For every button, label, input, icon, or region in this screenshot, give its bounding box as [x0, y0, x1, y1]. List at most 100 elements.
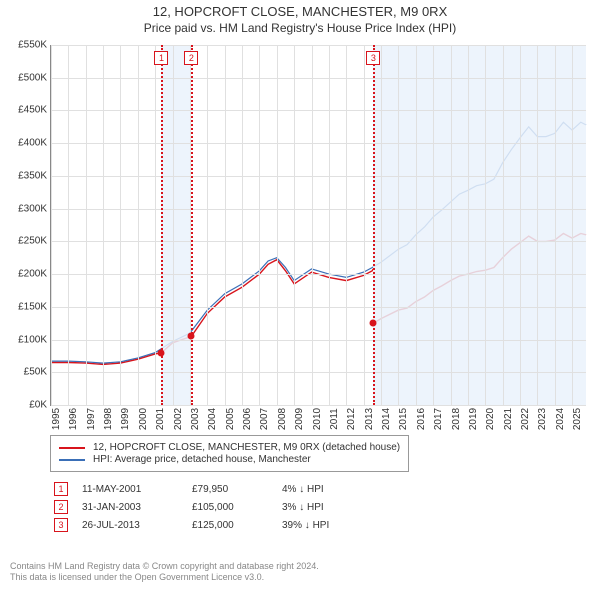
- x-axis-tick-label: 2022: [520, 408, 531, 430]
- transaction-table: 111-MAY-2001£79,9504% ↓ HPI231-JAN-2003£…: [50, 480, 585, 534]
- y-axis-tick-label: £350K: [18, 170, 51, 181]
- legend-swatch: [59, 447, 85, 449]
- transaction-point: [158, 349, 165, 356]
- gridline-vertical: [173, 45, 174, 405]
- x-axis-tick-label: 2017: [433, 408, 444, 430]
- transaction-point: [370, 320, 377, 327]
- gridline-horizontal: [51, 45, 586, 46]
- x-axis-tick-label: 2005: [225, 408, 236, 430]
- legend-swatch: [59, 459, 85, 461]
- x-axis-tick-label: 1997: [86, 408, 97, 430]
- x-axis-tick-label: 2008: [277, 408, 288, 430]
- y-axis-tick-label: £150K: [18, 301, 51, 312]
- gridline-vertical: [503, 45, 504, 405]
- plot-area: £0K£50K£100K£150K£200K£250K£300K£350K£40…: [50, 45, 586, 406]
- gridline-horizontal: [51, 307, 586, 308]
- y-axis-tick-label: £550K: [18, 40, 51, 51]
- x-axis-tick-label: 2007: [259, 408, 270, 430]
- gridline-horizontal: [51, 110, 586, 111]
- x-axis-tick-label: 2001: [155, 408, 166, 430]
- gridline-vertical: [277, 45, 278, 405]
- x-axis-tick-label: 2013: [364, 408, 375, 430]
- transaction-badge: 3: [54, 518, 68, 532]
- gridline-vertical: [468, 45, 469, 405]
- x-axis-tick-label: 2024: [555, 408, 566, 430]
- gridline-vertical: [68, 45, 69, 405]
- y-axis-tick-label: £50K: [24, 367, 51, 378]
- gridline-horizontal: [51, 241, 586, 242]
- gridline-vertical: [312, 45, 313, 405]
- gridline-vertical: [520, 45, 521, 405]
- gridline-vertical: [86, 45, 87, 405]
- gridline-horizontal: [51, 143, 586, 144]
- x-axis-tick-label: 2023: [537, 408, 548, 430]
- gridline-horizontal: [51, 176, 586, 177]
- transaction-hpi-delta: 3% ↓ HPI: [282, 502, 382, 513]
- gridline-vertical: [207, 45, 208, 405]
- transaction-price: £105,000: [192, 502, 282, 513]
- gridline-vertical: [398, 45, 399, 405]
- x-axis-tick-label: 2004: [207, 408, 218, 430]
- gridline-vertical: [329, 45, 330, 405]
- x-axis-tick-label: 2002: [173, 408, 184, 430]
- gridline-vertical: [537, 45, 538, 405]
- x-axis-tick-label: 2021: [503, 408, 514, 430]
- transaction-row: 111-MAY-2001£79,9504% ↓ HPI: [50, 480, 585, 498]
- x-axis-tick-label: 2011: [329, 408, 340, 430]
- x-axis-tick-label: 2006: [242, 408, 253, 430]
- chart-subtitle: Price paid vs. HM Land Registry's House …: [0, 21, 600, 35]
- transaction-row: 3 26-JUL-2013£125,00039% ↓ HPI: [50, 516, 585, 534]
- x-axis-tick-label: 2015: [398, 408, 409, 430]
- x-axis-tick-label: 1999: [120, 408, 131, 430]
- x-axis-tick-label: 2016: [416, 408, 427, 430]
- x-axis-tick-label: 2019: [468, 408, 479, 430]
- transaction-date: 31-JAN-2003: [82, 502, 192, 513]
- gridline-horizontal: [51, 209, 586, 210]
- gridline-horizontal: [51, 274, 586, 275]
- x-axis-tick-label: 2000: [138, 408, 149, 430]
- transaction-badge: 1: [54, 482, 68, 496]
- transaction-marker-line: [373, 45, 375, 405]
- transaction-hpi-delta: 39% ↓ HPI: [282, 520, 382, 531]
- gridline-vertical: [346, 45, 347, 405]
- footer-line-2: This data is licensed under the Open Gov…: [10, 572, 590, 584]
- legend-box: 12, HOPCROFT CLOSE, MANCHESTER, M9 0RX (…: [50, 435, 409, 472]
- gridline-vertical: [416, 45, 417, 405]
- gridline-vertical: [294, 45, 295, 405]
- legend-label: 12, HOPCROFT CLOSE, MANCHESTER, M9 0RX (…: [93, 442, 400, 453]
- transaction-marker-badge: 3: [366, 51, 380, 65]
- x-axis-tick-label: 2010: [312, 408, 323, 430]
- y-axis-tick-label: £200K: [18, 269, 51, 280]
- gridline-vertical: [120, 45, 121, 405]
- x-axis-tick-label: 1996: [68, 408, 79, 430]
- x-axis-tick-label: 2009: [294, 408, 305, 430]
- gridline-vertical: [259, 45, 260, 405]
- gridline-horizontal: [51, 405, 586, 406]
- transaction-price: £125,000: [192, 520, 282, 531]
- legend-row: 12, HOPCROFT CLOSE, MANCHESTER, M9 0RX (…: [59, 442, 400, 453]
- gridline-vertical: [485, 45, 486, 405]
- transaction-marker-badge: 1: [154, 51, 168, 65]
- transaction-date: 11-MAY-2001: [82, 484, 192, 495]
- y-axis-tick-label: £500K: [18, 72, 51, 83]
- transaction-badge: 2: [54, 500, 68, 514]
- gridline-vertical: [433, 45, 434, 405]
- y-axis-tick-label: £100K: [18, 334, 51, 345]
- y-axis-tick-label: £400K: [18, 138, 51, 149]
- y-axis-tick-label: £450K: [18, 105, 51, 116]
- x-axis-tick-label: 2014: [381, 408, 392, 430]
- y-axis-tick-label: £250K: [18, 236, 51, 247]
- gridline-horizontal: [51, 372, 586, 373]
- transaction-date: 26-JUL-2013: [82, 520, 192, 531]
- chart-area: £0K£50K£100K£150K£200K£250K£300K£350K£40…: [50, 45, 585, 405]
- gridline-vertical: [381, 45, 382, 405]
- transaction-point: [188, 333, 195, 340]
- x-axis-tick-label: 2012: [346, 408, 357, 430]
- gridline-vertical: [155, 45, 156, 405]
- transaction-marker-badge: 2: [184, 51, 198, 65]
- gridline-vertical: [242, 45, 243, 405]
- transaction-marker-line: [191, 45, 193, 405]
- footer-line-1: Contains HM Land Registry data © Crown c…: [10, 561, 590, 573]
- gridline-vertical: [138, 45, 139, 405]
- legend-row: HPI: Average price, detached house, Manc…: [59, 454, 400, 465]
